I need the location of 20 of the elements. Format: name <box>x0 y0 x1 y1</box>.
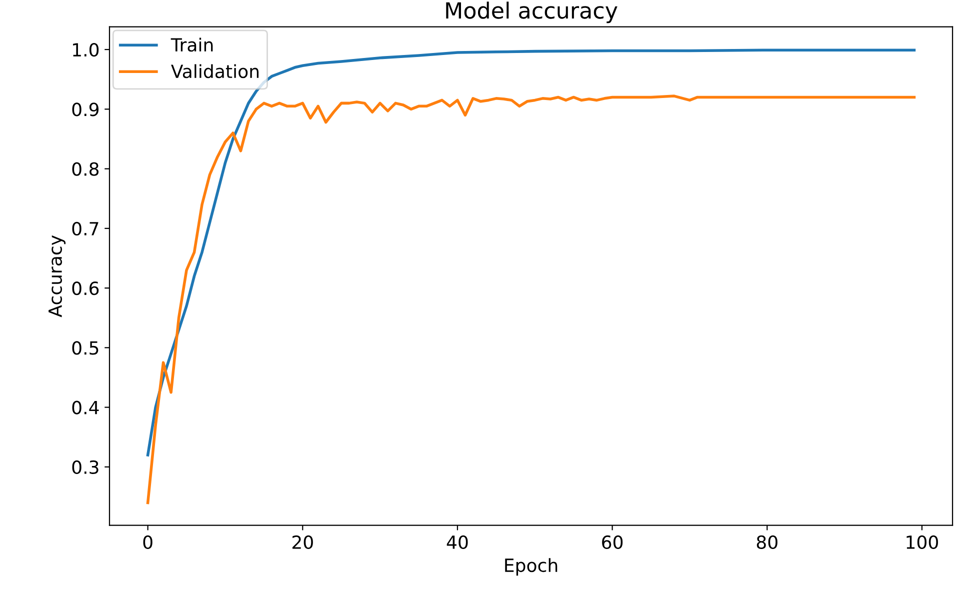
x-tick-label: 20 <box>292 535 313 550</box>
y-tick-label: 0.3 <box>72 460 98 474</box>
legend-label: Validation <box>171 64 259 78</box>
y-tick-label: 0.9 <box>72 102 99 116</box>
x-tick-label: 40 <box>446 535 468 550</box>
y-tick-label: 0.4 <box>72 400 99 414</box>
x-tick-label: 80 <box>756 535 778 550</box>
legend-label: Train <box>170 38 213 52</box>
y-tick-label: 0.7 <box>72 222 98 236</box>
y-tick-label: 0.5 <box>72 341 98 355</box>
y-axis-title: Accuracy <box>48 235 66 318</box>
x-tick-label: 100 <box>906 535 938 550</box>
y-tick-label: 1.0 <box>73 42 99 57</box>
x-tick-label: 60 <box>602 535 623 550</box>
line-series <box>146 94 916 504</box>
x-axis-title: Epoch <box>505 558 558 576</box>
x-tick-label: 0 <box>143 535 152 550</box>
chart-title: Model accuracy <box>446 2 618 24</box>
y-tick-label: 0.8 <box>72 162 99 176</box>
y-tick-label: 0.6 <box>72 281 99 296</box>
